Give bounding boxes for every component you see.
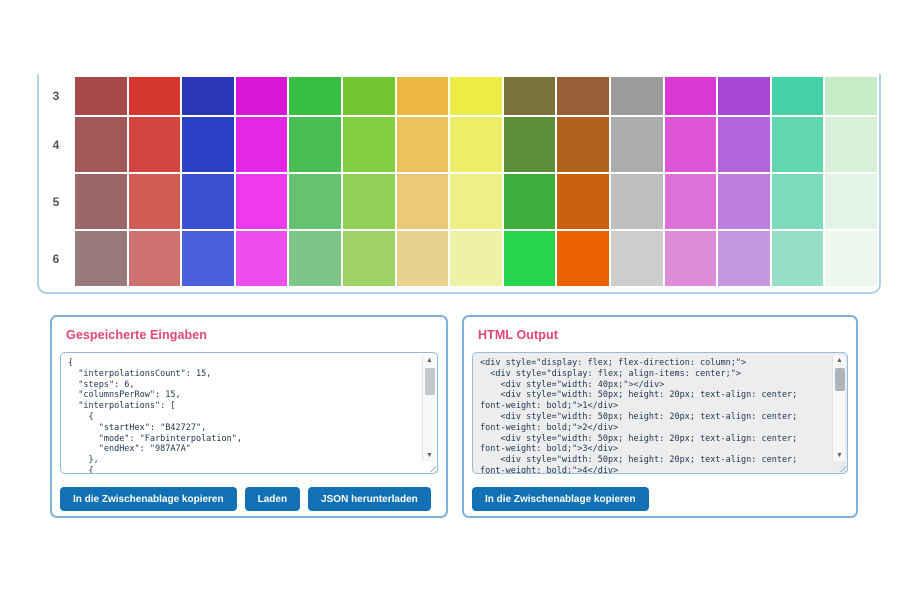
color-swatch [664, 117, 717, 172]
grid-row: 3 [39, 77, 877, 115]
color-swatch [825, 174, 877, 229]
color-swatch [128, 174, 181, 229]
saved-inputs-scrollbar[interactable]: ▲ ▼ [422, 355, 435, 461]
color-swatch [75, 231, 127, 286]
scrollbar-thumb[interactable] [424, 368, 435, 395]
color-swatch [235, 77, 288, 115]
color-swatch [396, 117, 449, 172]
row-label: 6 [39, 231, 73, 286]
resize-grip-icon[interactable] [426, 462, 436, 472]
color-swatch [450, 77, 502, 115]
color-swatch [557, 77, 609, 115]
color-swatch [289, 77, 341, 115]
copy-json-to-clipboard-button[interactable]: In die Zwischenablage kopieren [60, 487, 237, 511]
color-swatch [825, 77, 877, 115]
color-swatch [664, 77, 717, 115]
color-swatch [450, 231, 502, 286]
color-swatch [503, 174, 556, 229]
color-swatch [75, 77, 127, 115]
color-swatch [235, 117, 288, 172]
color-swatch [503, 117, 556, 172]
grid-row: 5 [39, 174, 877, 229]
html-output-panel: HTML Output <div style="display: flex; f… [462, 315, 858, 518]
color-swatch [128, 77, 181, 115]
color-swatch [718, 174, 770, 229]
color-swatch [289, 174, 341, 229]
saved-inputs-panel: Gespeicherte Eingaben { "interpolationsC… [50, 315, 448, 518]
scroll-up-icon[interactable]: ▲ [836, 357, 843, 364]
saved-inputs-title: Gespeicherte Eingaben [66, 328, 208, 342]
grid-row: 6 [39, 231, 877, 286]
color-swatch [182, 117, 234, 172]
color-swatch [235, 174, 288, 229]
color-swatch [610, 174, 663, 229]
html-output-textarea-wrap: <div style="display: flex; flex-directio… [472, 352, 848, 474]
color-swatch [557, 231, 609, 286]
color-swatch [182, 231, 234, 286]
color-swatch [75, 117, 127, 172]
download-json-button[interactable]: JSON herunterladen [308, 487, 431, 511]
color-swatch [610, 77, 663, 115]
color-swatch [771, 77, 824, 115]
color-swatch [664, 174, 717, 229]
html-output-scrollbar[interactable]: ▲ ▼ [832, 355, 845, 461]
color-swatch [450, 174, 502, 229]
saved-inputs-textarea[interactable]: { "interpolationsCount": 15, "steps": 6,… [60, 352, 438, 474]
resize-grip-icon[interactable] [836, 462, 846, 472]
color-swatch [610, 117, 663, 172]
color-swatch [182, 77, 234, 115]
color-swatch [664, 231, 717, 286]
color-swatch [342, 117, 395, 172]
color-swatch [610, 231, 663, 286]
color-swatch [396, 174, 449, 229]
color-swatch [396, 77, 449, 115]
row-label: 3 [39, 77, 73, 115]
color-swatch [825, 231, 877, 286]
color-swatch [182, 174, 234, 229]
scroll-up-icon[interactable]: ▲ [426, 357, 433, 364]
color-swatch [289, 231, 341, 286]
color-swatch [771, 117, 824, 172]
scroll-down-icon[interactable]: ▼ [426, 452, 433, 459]
color-swatch [289, 117, 341, 172]
color-swatch [342, 77, 395, 115]
row-label: 4 [39, 117, 73, 172]
color-swatch [825, 117, 877, 172]
saved-inputs-buttons: In die Zwischenablage kopieren Laden JSO… [60, 487, 438, 511]
color-swatch [557, 174, 609, 229]
html-output-buttons: In die Zwischenablage kopieren [472, 487, 848, 511]
color-swatch [342, 231, 395, 286]
color-swatch [396, 231, 449, 286]
saved-inputs-textarea-wrap: { "interpolationsCount": 15, "steps": 6,… [60, 352, 438, 474]
color-swatch [450, 117, 502, 172]
scrollbar-thumb[interactable] [834, 368, 845, 391]
color-swatch [557, 117, 609, 172]
color-swatch [235, 231, 288, 286]
color-swatch [718, 117, 770, 172]
color-swatch [503, 77, 556, 115]
color-swatch [771, 231, 824, 286]
copy-html-to-clipboard-button[interactable]: In die Zwischenablage kopieren [472, 487, 649, 511]
color-swatch [503, 231, 556, 286]
load-button[interactable]: Laden [244, 487, 301, 511]
html-output-textarea[interactable]: <div style="display: flex; flex-directio… [472, 352, 848, 474]
color-swatch [718, 231, 770, 286]
color-swatch [75, 174, 127, 229]
color-swatch [718, 77, 770, 115]
color-swatch [342, 174, 395, 229]
color-swatch [771, 174, 824, 229]
color-swatch [128, 117, 181, 172]
scroll-down-icon[interactable]: ▼ [836, 452, 843, 459]
grid-row: 4 [39, 117, 877, 172]
html-output-title: HTML Output [478, 328, 559, 342]
color-swatch [128, 231, 181, 286]
row-label: 5 [39, 174, 73, 229]
